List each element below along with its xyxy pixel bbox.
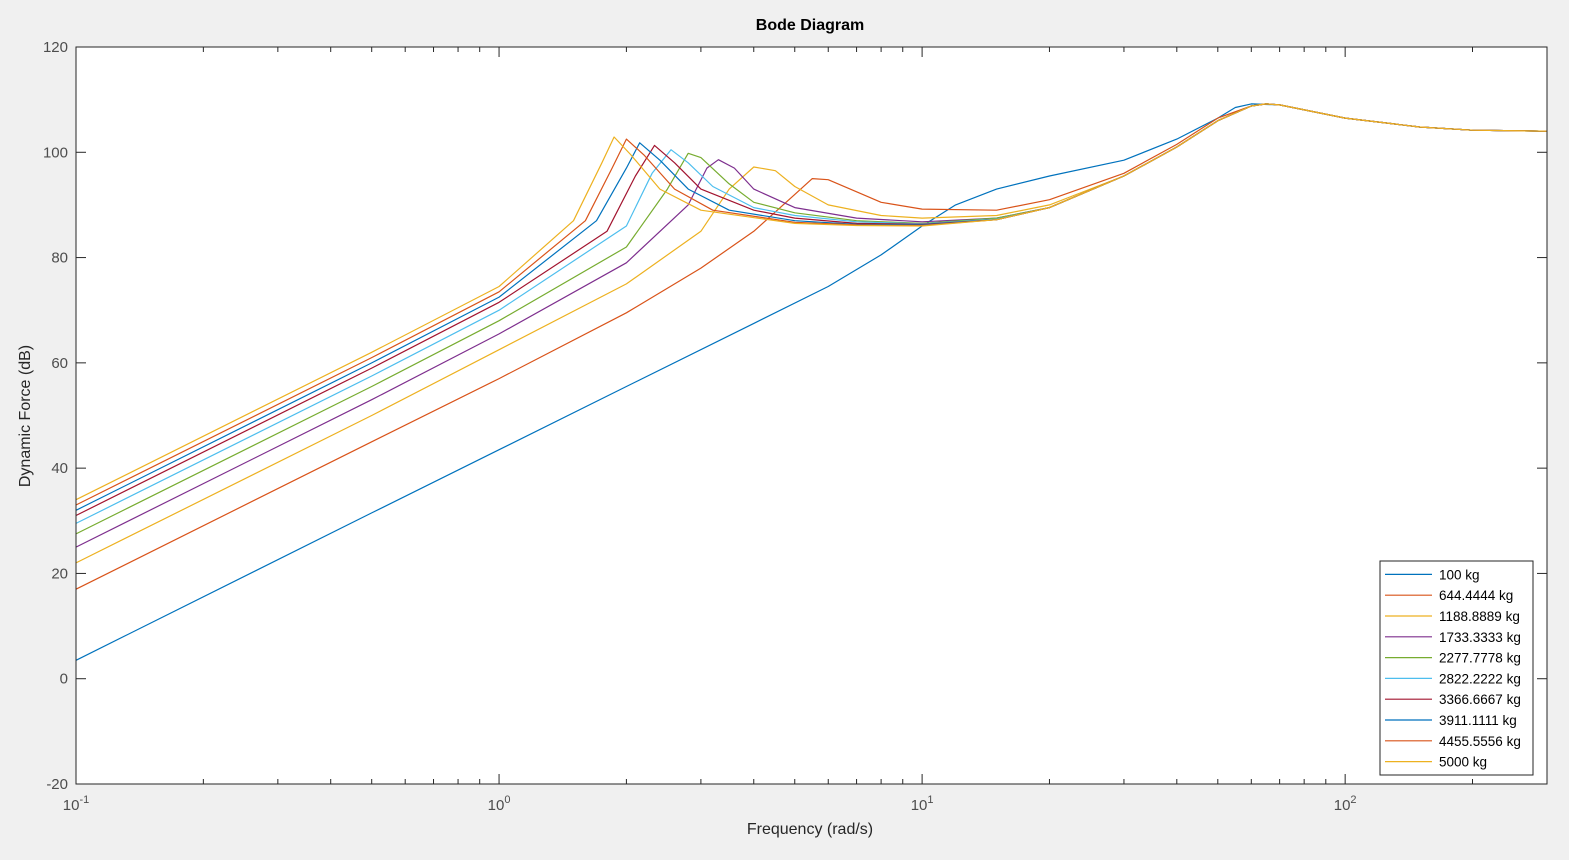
y-tick-label: 100 xyxy=(43,144,68,161)
series-lines xyxy=(75,103,1548,661)
y-tick-label: 80 xyxy=(51,250,68,267)
y-tick-label: -20 xyxy=(46,776,68,793)
y-tick-label: 40 xyxy=(51,460,68,477)
legend-entry: 644.4444 kg xyxy=(1439,588,1513,603)
plot-frame xyxy=(75,46,1548,785)
legend-entry: 1188.8889 kg xyxy=(1439,609,1520,624)
y-axis-label: Dynamic Force (dB) xyxy=(17,345,34,487)
axis-ticks: -20 0 20 40 60 80 100 120 10-1 100 101 102 xyxy=(43,39,1548,814)
legend-entry: 1733.3333 kg xyxy=(1439,630,1521,645)
series-line-9 xyxy=(75,103,1548,501)
legend-entry: 3911.1111 kg xyxy=(1439,713,1517,728)
y-tick-label: 0 xyxy=(60,671,68,688)
x-tick-label: 100 xyxy=(488,794,511,814)
legend-entry: 2822.2222 kg xyxy=(1439,671,1521,686)
legend-entry: 4455.5556 kg xyxy=(1439,734,1521,749)
chart-title: Bode Diagram xyxy=(756,17,864,34)
legend: 100 kg 644.4444 kg 1188.8889 kg 1733.3333 k… xyxy=(1379,560,1534,776)
y-tick-label: 60 xyxy=(51,355,68,372)
legend-entry: 5000 kg xyxy=(1439,755,1487,770)
legend-entry: 3366.6667 kg xyxy=(1439,692,1521,707)
legend-entry: 100 kg xyxy=(1439,567,1480,582)
legend-entry: 2277.7778 kg xyxy=(1439,651,1521,666)
y-tick-label: 120 xyxy=(43,39,68,56)
plot-area xyxy=(76,47,1547,784)
x-tick-label: 102 xyxy=(1334,794,1357,814)
legend-box xyxy=(1379,560,1534,776)
x-tick-label: 10-1 xyxy=(63,794,89,814)
x-axis-label: Frequency (rad/s) xyxy=(747,821,873,838)
y-tick-label: 20 xyxy=(51,565,68,582)
x-tick-label: 101 xyxy=(911,794,934,814)
